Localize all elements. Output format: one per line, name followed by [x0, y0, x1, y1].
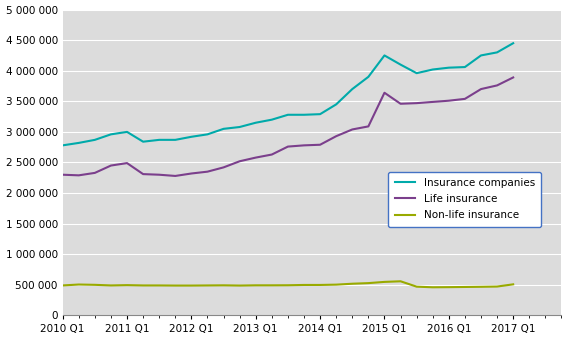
- Non-life insurance: [381, 280, 388, 284]
- Insurance companies: [139, 140, 146, 144]
- Insurance companies: [75, 141, 82, 145]
- Life insurance: [317, 143, 324, 147]
- Non-life insurance: [429, 285, 436, 289]
- Life insurance: [75, 173, 82, 177]
- Insurance companies: [446, 66, 452, 70]
- Life insurance: [156, 173, 163, 177]
- Life insurance: [188, 171, 195, 175]
- Insurance companies: [477, 53, 484, 57]
- Life insurance: [124, 161, 130, 165]
- Insurance companies: [510, 41, 517, 45]
- Life insurance: [333, 134, 340, 138]
- Life insurance: [462, 97, 468, 101]
- Non-life insurance: [413, 285, 420, 289]
- Life insurance: [301, 143, 307, 148]
- Life insurance: [252, 156, 259, 160]
- Insurance companies: [365, 75, 372, 79]
- Insurance companies: [108, 132, 115, 136]
- Life insurance: [365, 124, 372, 129]
- Non-life insurance: [285, 283, 291, 287]
- Insurance companies: [301, 113, 307, 117]
- Non-life insurance: [317, 283, 324, 287]
- Insurance companies: [60, 143, 66, 148]
- Insurance companies: [462, 65, 468, 69]
- Life insurance: [268, 153, 275, 157]
- Insurance companies: [204, 132, 211, 136]
- Non-life insurance: [365, 281, 372, 285]
- Insurance companies: [91, 138, 98, 142]
- Life insurance: [429, 100, 436, 104]
- Non-life insurance: [494, 285, 501, 289]
- Insurance companies: [413, 71, 420, 75]
- Insurance companies: [252, 121, 259, 125]
- Insurance companies: [381, 53, 388, 57]
- Life insurance: [108, 164, 115, 168]
- Non-life insurance: [172, 284, 179, 288]
- Life insurance: [60, 173, 66, 177]
- Insurance companies: [349, 87, 356, 91]
- Non-life insurance: [124, 283, 130, 287]
- Insurance companies: [494, 50, 501, 54]
- Insurance companies: [172, 138, 179, 142]
- Insurance companies: [429, 67, 436, 71]
- Life insurance: [494, 83, 501, 87]
- Life insurance: [285, 144, 291, 149]
- Life insurance: [236, 159, 243, 163]
- Line: Insurance companies: Insurance companies: [63, 43, 513, 146]
- Life insurance: [510, 75, 517, 80]
- Insurance companies: [285, 113, 291, 117]
- Life insurance: [139, 172, 146, 176]
- Non-life insurance: [75, 283, 82, 287]
- Line: Life insurance: Life insurance: [63, 78, 513, 176]
- Life insurance: [381, 91, 388, 95]
- Non-life insurance: [91, 283, 98, 287]
- Non-life insurance: [462, 285, 468, 289]
- Life insurance: [446, 99, 452, 103]
- Non-life insurance: [252, 283, 259, 287]
- Insurance companies: [333, 102, 340, 106]
- Non-life insurance: [220, 283, 227, 287]
- Non-life insurance: [510, 282, 517, 286]
- Non-life insurance: [477, 285, 484, 289]
- Non-life insurance: [139, 284, 146, 288]
- Non-life insurance: [301, 283, 307, 287]
- Life insurance: [349, 128, 356, 132]
- Non-life insurance: [268, 283, 275, 287]
- Insurance companies: [124, 130, 130, 134]
- Life insurance: [172, 174, 179, 178]
- Insurance companies: [397, 63, 404, 67]
- Line: Non-life insurance: Non-life insurance: [63, 281, 513, 287]
- Non-life insurance: [236, 284, 243, 288]
- Non-life insurance: [349, 282, 356, 286]
- Insurance companies: [220, 127, 227, 131]
- Insurance companies: [317, 112, 324, 116]
- Life insurance: [397, 102, 404, 106]
- Non-life insurance: [60, 284, 66, 288]
- Legend: Insurance companies, Life insurance, Non-life insurance: Insurance companies, Life insurance, Non…: [388, 172, 541, 227]
- Life insurance: [204, 170, 211, 174]
- Insurance companies: [236, 125, 243, 129]
- Non-life insurance: [108, 284, 115, 288]
- Insurance companies: [268, 118, 275, 122]
- Non-life insurance: [188, 284, 195, 288]
- Insurance companies: [188, 135, 195, 139]
- Non-life insurance: [397, 279, 404, 283]
- Life insurance: [413, 101, 420, 105]
- Non-life insurance: [446, 285, 452, 289]
- Life insurance: [91, 171, 98, 175]
- Non-life insurance: [204, 284, 211, 288]
- Non-life insurance: [333, 283, 340, 287]
- Life insurance: [220, 165, 227, 169]
- Non-life insurance: [156, 284, 163, 288]
- Life insurance: [477, 87, 484, 91]
- Insurance companies: [156, 138, 163, 142]
